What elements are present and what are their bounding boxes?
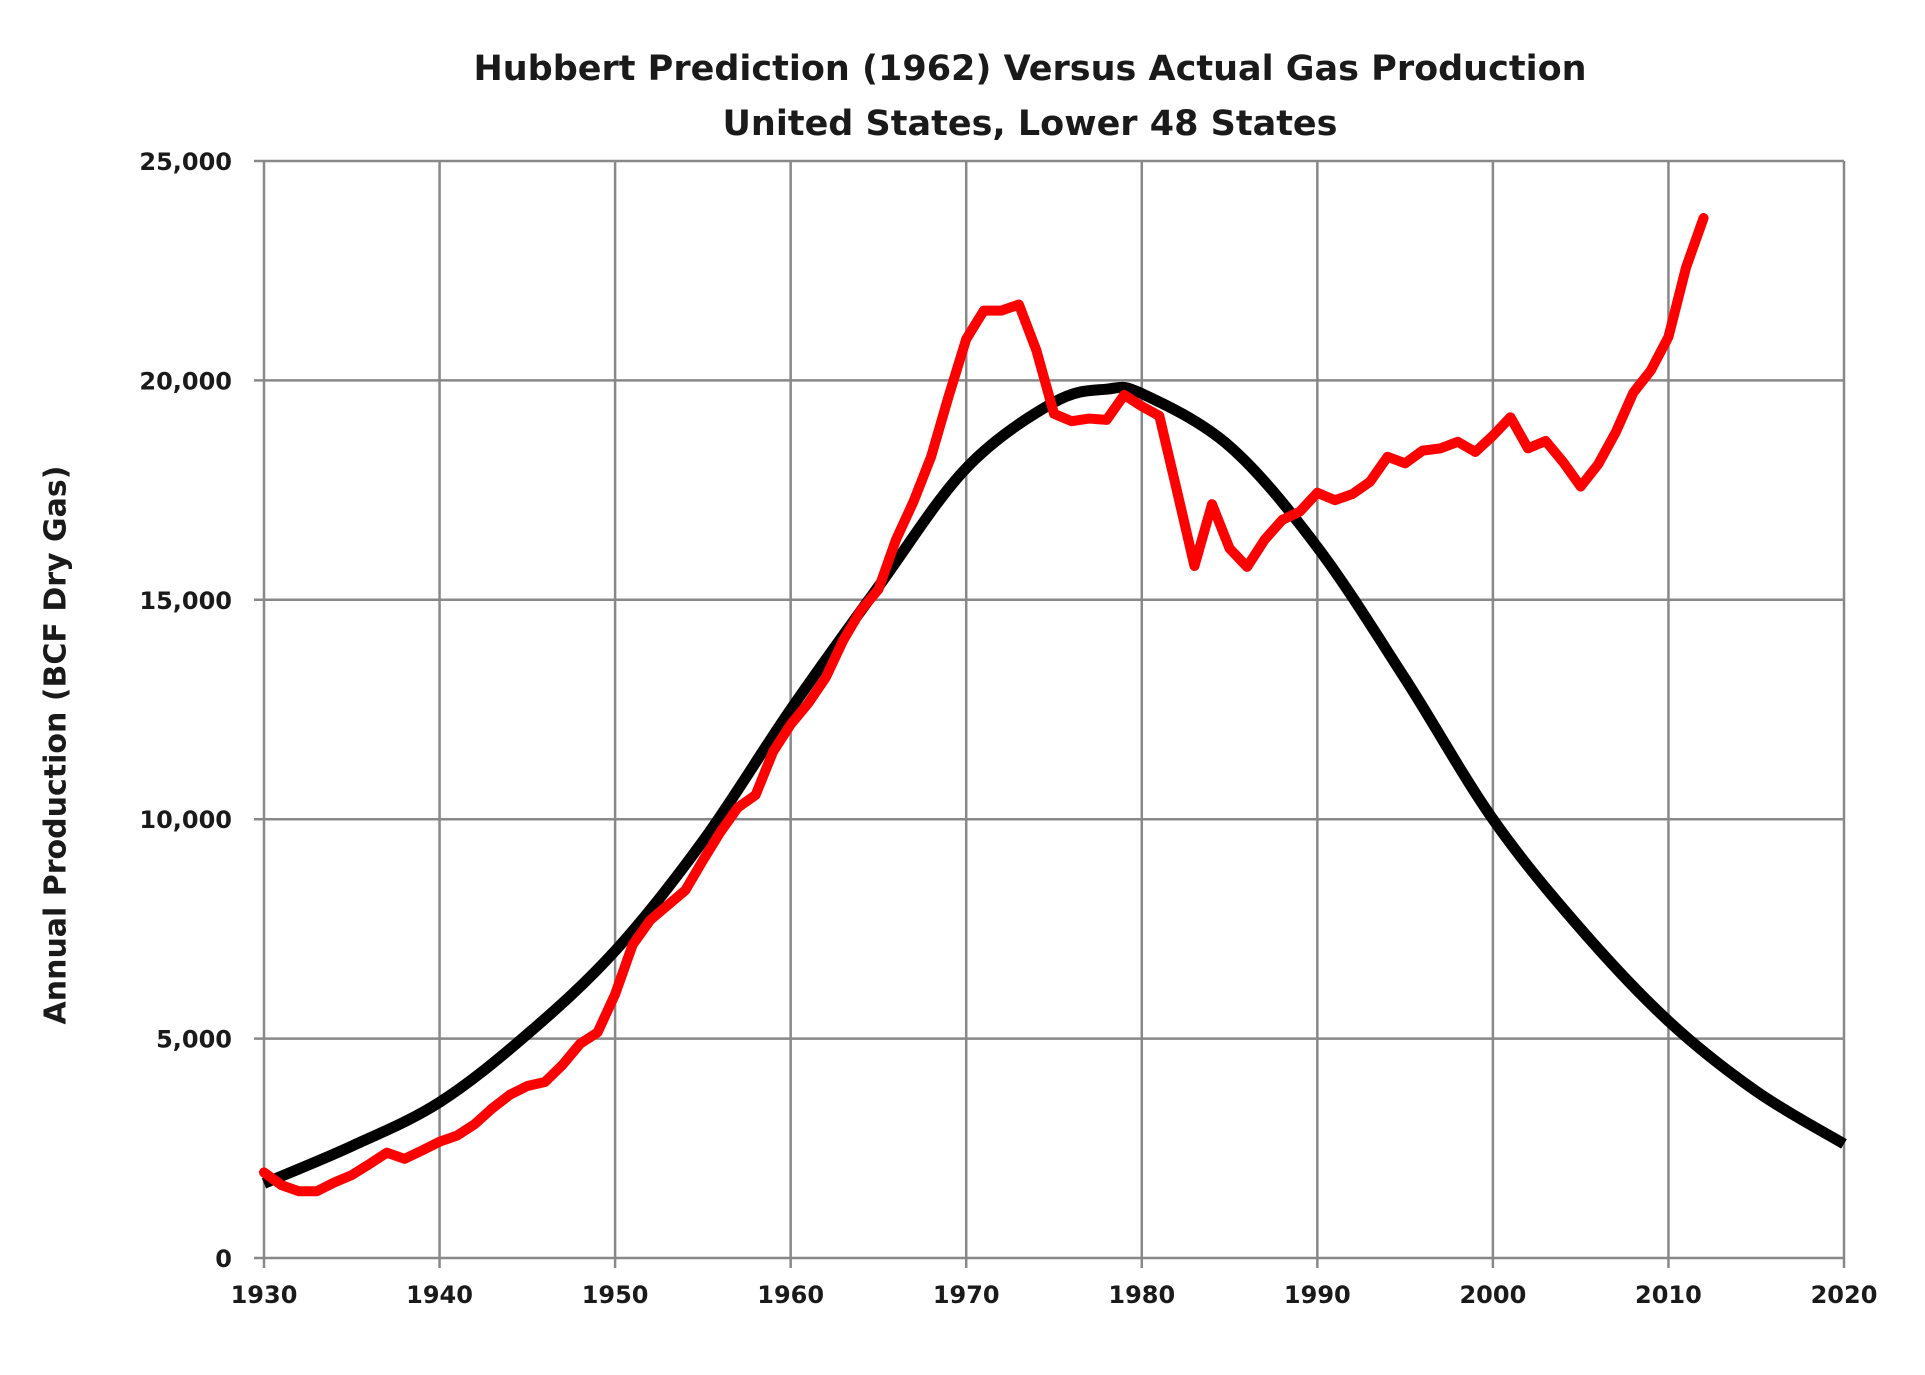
x-tick-label: 1980: [1108, 1281, 1175, 1309]
x-tick-label: 1960: [757, 1281, 824, 1309]
chart-subtitle: United States, Lower 48 States: [722, 104, 1338, 144]
chart-title: Hubbert Prediction (1962) Versus Actual …: [0, 42, 1925, 152]
chart-title-line1: Hubbert Prediction (1962) Versus Actual …: [473, 49, 1587, 89]
y-tick-label: 15,000: [139, 587, 232, 615]
y-tick-label: 20,000: [139, 367, 232, 395]
y-tick-label: 10,000: [139, 806, 232, 834]
x-tick-label: 2020: [1811, 1281, 1878, 1309]
x-tick-label: 1940: [406, 1281, 473, 1309]
x-tick-label: 1970: [933, 1281, 1000, 1309]
x-tick-label: 2010: [1635, 1281, 1702, 1309]
y-tick-label: 25,000: [139, 148, 232, 176]
x-tick-label: 1990: [1284, 1281, 1351, 1309]
actual-production-line: [259, 213, 1709, 1197]
y-tick-label: 5,000: [156, 1026, 232, 1054]
hubbert-prediction-line: [261, 381, 1847, 1189]
x-tick-label: 1930: [231, 1281, 298, 1309]
x-tick-label: 2000: [1459, 1281, 1526, 1309]
y-tick-label: 0: [215, 1245, 232, 1273]
x-tick-label: 1950: [582, 1281, 649, 1309]
